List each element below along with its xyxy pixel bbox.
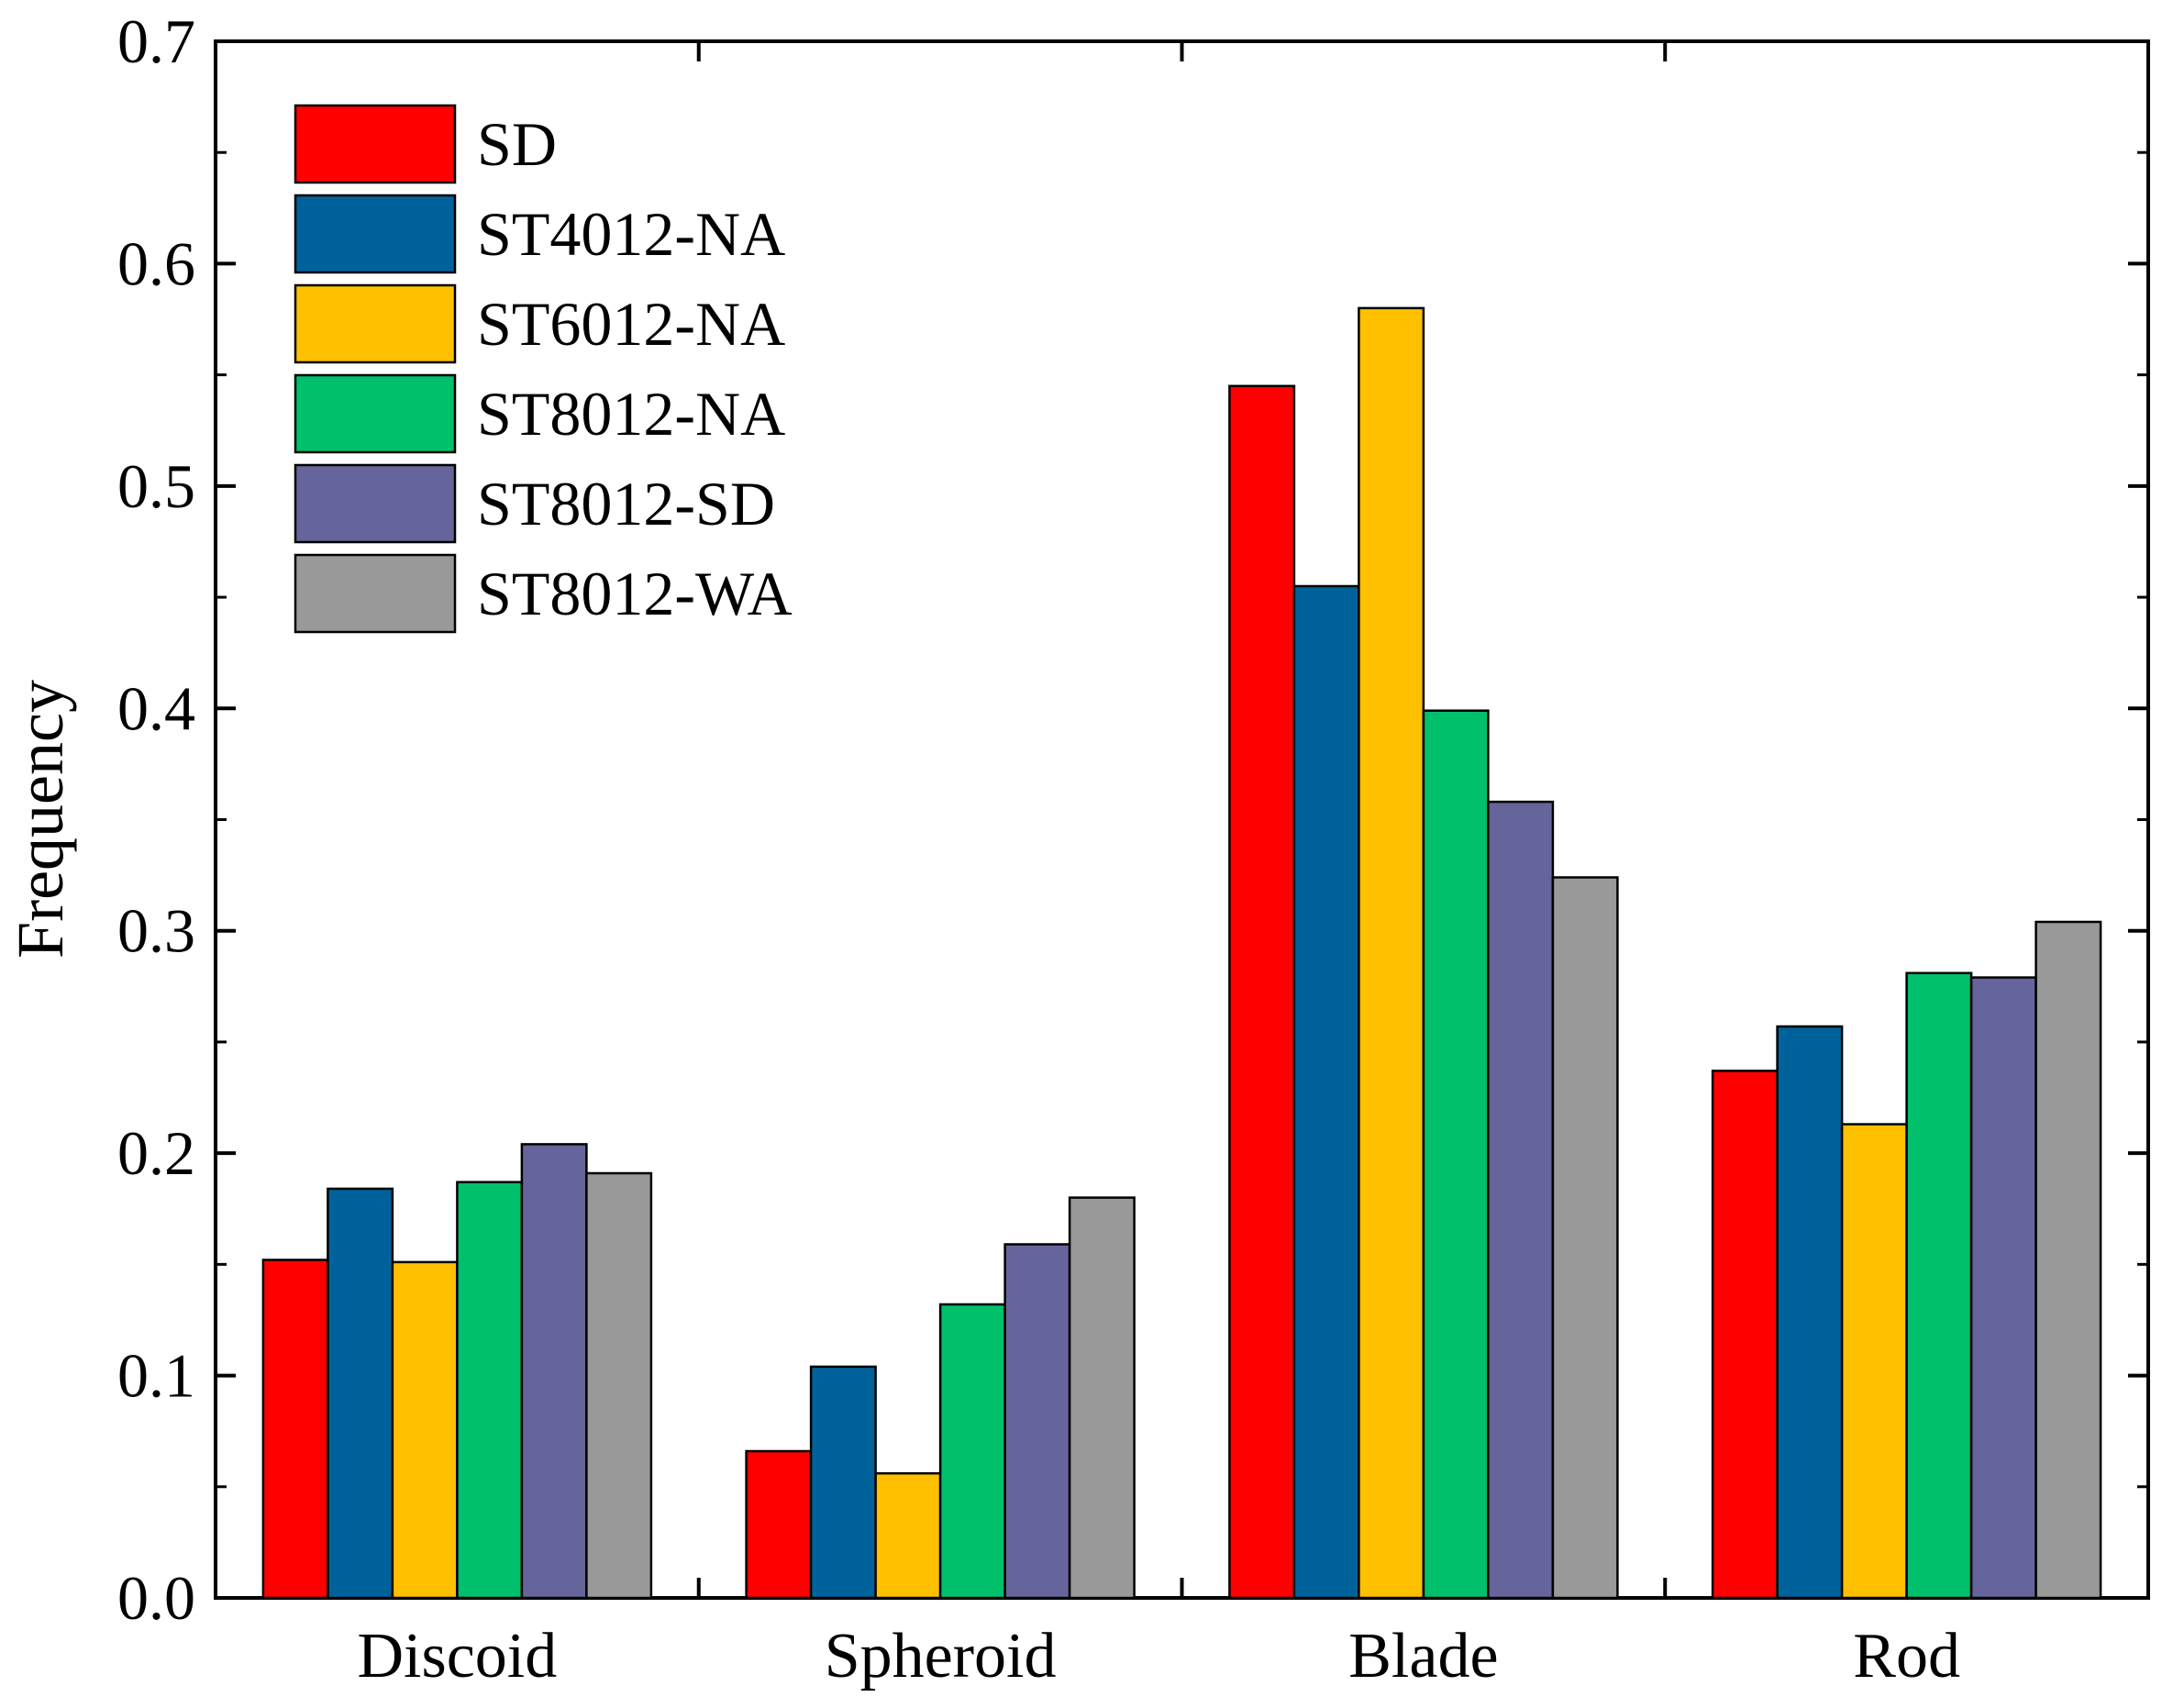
bars-group xyxy=(261,306,2102,1600)
bar-spheroid-st8012-sd xyxy=(1003,1243,1071,1600)
bar-discoid-st4012-na xyxy=(327,1187,394,1600)
bar-discoid-st8012-sd xyxy=(520,1143,588,1600)
bar-blade-st8012-wa xyxy=(1551,876,1619,1600)
legend-label: ST8012-SD xyxy=(477,469,775,538)
bar-blade-sd xyxy=(1228,384,1296,1600)
legend-swatch xyxy=(294,283,457,364)
x-category-label: Blade xyxy=(1348,1621,1498,1691)
x-category-label: Discoid xyxy=(357,1621,557,1691)
legend-label: ST8012-NA xyxy=(477,379,785,449)
legend-swatch xyxy=(294,463,457,544)
y-tick-label: 0.4 xyxy=(117,673,195,743)
y-tick-label: 0.3 xyxy=(117,896,195,966)
legend-label: ST4012-NA xyxy=(477,199,785,269)
bar-rod-st4012-na xyxy=(1776,1025,1844,1600)
x-axis-ticks: Discoid Spheroid Blade Rod xyxy=(357,41,1960,1691)
y-axis-label: Frequency xyxy=(4,680,77,959)
bar-rod-st8012-na xyxy=(1905,971,1973,1600)
bar-spheroid-st8012-na xyxy=(938,1303,1006,1600)
bar-discoid-st6012-na xyxy=(391,1260,459,1600)
bar-spheroid-sd xyxy=(745,1449,813,1600)
bar-blade-st6012-na xyxy=(1358,306,1425,1600)
bar-rod-st8012-wa xyxy=(2034,920,2102,1600)
bar-rod-sd xyxy=(1711,1070,1779,1600)
bar-rod-st8012-sd xyxy=(1969,976,2037,1600)
y-tick-label: 0.5 xyxy=(117,451,195,521)
legend: SD ST4012-NA ST6012-NA ST8012-NA ST8012-SD ST… xyxy=(294,104,793,634)
bar-blade-st8012-sd xyxy=(1487,800,1555,1600)
legend-label: SD xyxy=(477,109,557,179)
bar-rod-st6012-na xyxy=(1840,1123,1908,1600)
bar-blade-st4012-na xyxy=(1292,584,1360,1600)
y-tick-label: 0.1 xyxy=(117,1341,195,1411)
bar-spheroid-st6012-na xyxy=(874,1471,942,1600)
legend-swatch xyxy=(294,194,457,274)
x-category-label: Spheroid xyxy=(825,1621,1057,1691)
y-tick-label: 0.7 xyxy=(117,6,195,76)
y-tick-label: 0.0 xyxy=(117,1563,195,1633)
bar-spheroid-st8012-wa xyxy=(1068,1196,1136,1600)
legend-label: ST8012-WA xyxy=(477,559,793,628)
y-axis-ticks: 0.0 0.1 0.2 0.3 0.4 0.5 0.6 0.7 xyxy=(117,6,2148,1633)
y-tick-label: 0.6 xyxy=(117,228,195,298)
legend-swatch xyxy=(294,104,457,184)
legend-swatch xyxy=(294,373,457,454)
bar-spheroid-st4012-na xyxy=(809,1365,877,1600)
bar-discoid-st8012-na xyxy=(456,1181,524,1600)
bar-blade-st8012-na xyxy=(1422,709,1490,1600)
x-category-label: Rod xyxy=(1853,1621,1960,1691)
bar-discoid-st8012-wa xyxy=(585,1171,653,1600)
legend-label: ST6012-NA xyxy=(477,289,785,359)
legend-swatch xyxy=(294,553,457,634)
bar-discoid-sd xyxy=(261,1259,329,1600)
y-tick-label: 0.2 xyxy=(117,1118,195,1188)
